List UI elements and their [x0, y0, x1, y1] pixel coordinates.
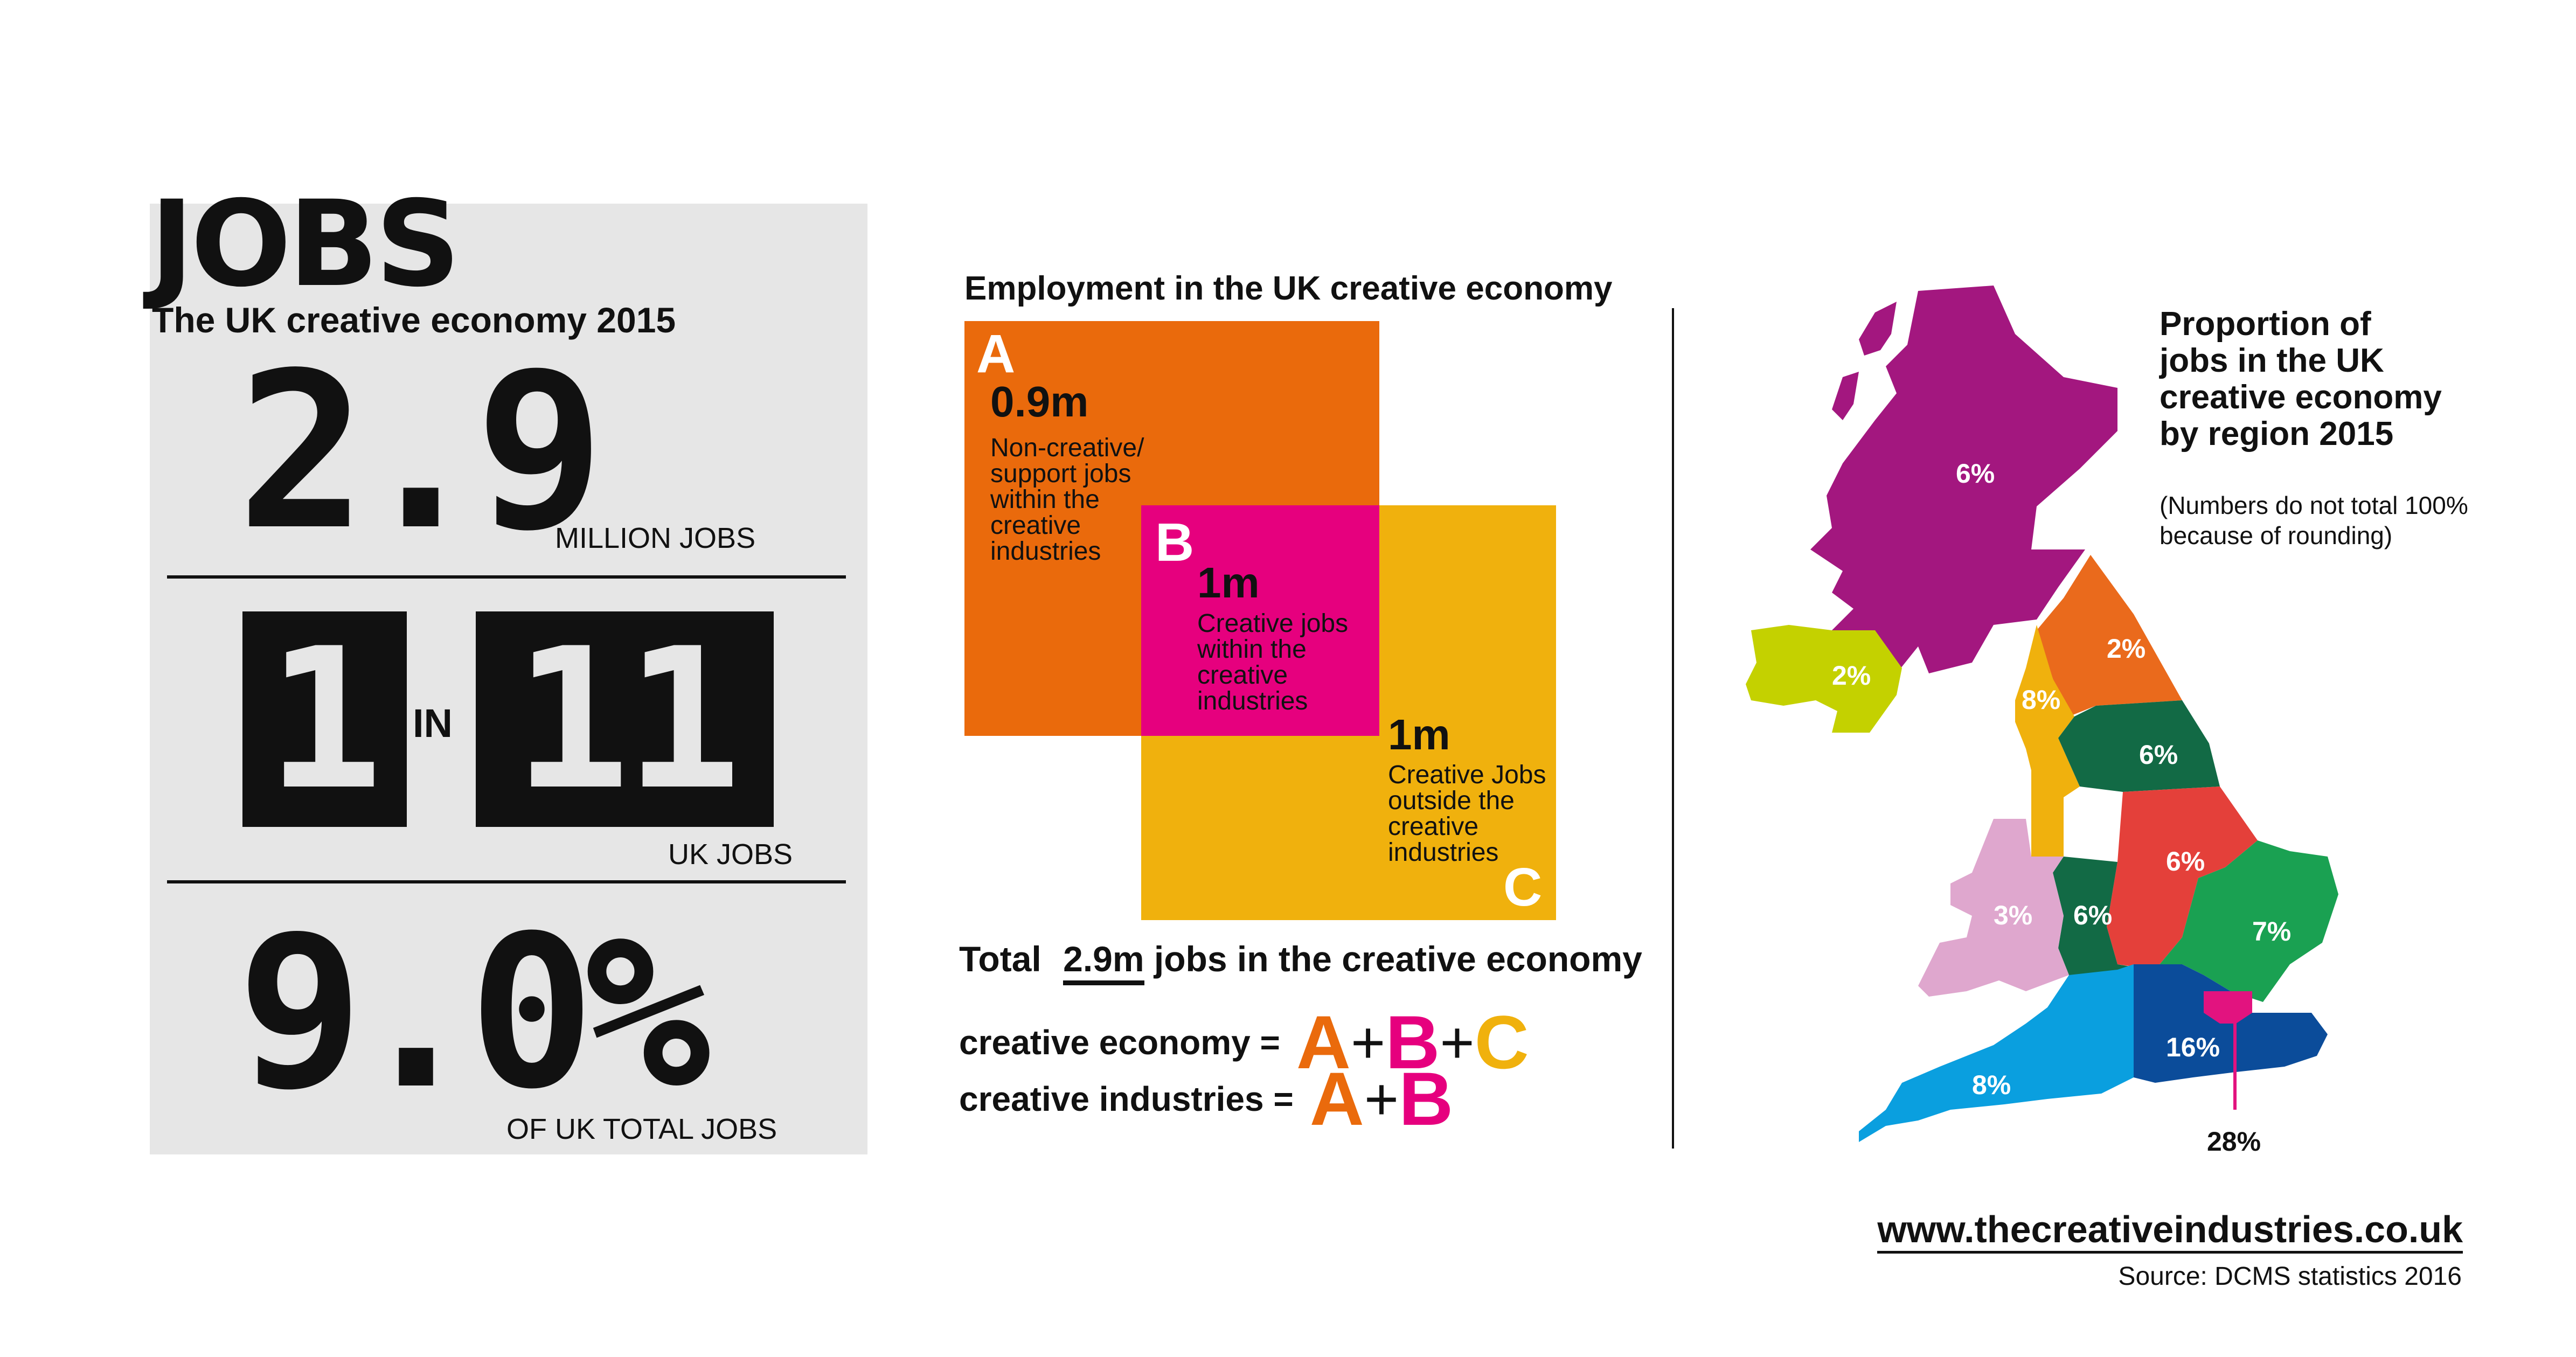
- region-scotland: [1810, 286, 2117, 673]
- label-west-midlands: 6%: [2073, 900, 2113, 930]
- plus-sign: +: [1364, 1066, 1399, 1132]
- desc-line: creative: [1388, 812, 1479, 841]
- percent-symbol: %: [584, 890, 711, 1135]
- label-east: 7%: [2252, 916, 2292, 947]
- divider: [167, 880, 846, 883]
- ratio-numerator: 1: [266, 606, 383, 832]
- uk-jobs-label: UK JOBS: [668, 838, 793, 871]
- letter-a: A: [1309, 1056, 1364, 1141]
- map-title: Proportion of jobs in the UK creative ec…: [2160, 306, 2442, 453]
- employment-heading: Employment in the UK creative economy: [964, 270, 1613, 307]
- total-jobs-label: OF UK TOTAL JOBS: [506, 1113, 777, 1145]
- label-scotland: 6%: [1956, 458, 1995, 489]
- percent-number: 9.0: [237, 890, 595, 1135]
- desc-line: industries: [990, 537, 1101, 566]
- formula-creative-economy: creative economy = A + B + C: [959, 1000, 1529, 1084]
- one-box: 1: [242, 607, 407, 832]
- region-yorkshire: [2058, 700, 2220, 792]
- box-b-description: Creative jobs within the creative indust…: [1197, 611, 1348, 714]
- desc-line: within the: [1197, 635, 1307, 664]
- total-prefix: Total: [959, 939, 1041, 979]
- note-line: because of rounding): [2160, 521, 2393, 549]
- website-link[interactable]: www.thecreativeindustries.co.uk: [1877, 1208, 2463, 1254]
- label-south-west: 8%: [1972, 1070, 2011, 1100]
- million-jobs-label: MILLION JOBS: [555, 522, 756, 554]
- divider: [167, 575, 846, 579]
- letter-a: A: [1296, 1000, 1351, 1084]
- page-subtitle: The UK creative economy 2015: [152, 300, 676, 340]
- title-line: Proportion of: [2160, 305, 2371, 343]
- box-b-overlap: [1141, 505, 1379, 736]
- box-a-value: 0.9m: [990, 378, 1089, 426]
- label-northern-ireland: 2%: [1832, 660, 1871, 691]
- box-a-letter: A: [976, 324, 1016, 384]
- ratio-denominator: 11: [513, 606, 741, 832]
- letter-b: B: [1399, 1056, 1454, 1141]
- region-wales: [1918, 819, 2069, 997]
- total-value: 2.9m: [1063, 937, 1144, 985]
- letter-c: C: [1474, 1000, 1529, 1084]
- formula-creative-industries: creative industries = A + B: [959, 1056, 1453, 1141]
- uk-region-map: [1746, 286, 2338, 1142]
- title-line: creative economy: [2160, 379, 2442, 416]
- box-a-description: Non-creative/ support jobs within the cr…: [990, 435, 1144, 565]
- percent-value: 9.0%: [237, 905, 711, 1121]
- title-line: by region 2015: [2160, 415, 2394, 453]
- label-yorkshire: 6%: [2139, 740, 2178, 770]
- desc-line: Non-creative/: [990, 434, 1144, 462]
- desc-line: creative: [1197, 661, 1288, 690]
- region-scotland-island-2: [1832, 372, 1859, 420]
- label-north-east: 2%: [2107, 634, 2146, 664]
- desc-line: outside the: [1388, 787, 1515, 815]
- title-line: jobs in the UK: [2160, 342, 2384, 379]
- label-east-midlands: 6%: [2166, 846, 2205, 876]
- region-london: [2204, 991, 2252, 1024]
- box-c-description: Creative Jobs outside the creative indus…: [1388, 762, 1546, 866]
- region-north-east: [2037, 555, 2182, 716]
- desc-line: industries: [1388, 838, 1499, 867]
- desc-line: support jobs: [990, 460, 1131, 488]
- label-wales: 3%: [1994, 900, 2033, 930]
- eleven-box: 11: [476, 607, 774, 832]
- region-east: [2155, 840, 2338, 1002]
- label-north-west: 8%: [2022, 685, 2061, 715]
- ratio-in-label: IN: [413, 701, 453, 746]
- formula-label: creative economy =: [959, 1023, 1280, 1062]
- total-suffix: jobs in the creative economy: [1154, 939, 1642, 979]
- letter-b: B: [1385, 1000, 1440, 1084]
- plus-sign: +: [1350, 1009, 1386, 1076]
- box-c-letter: C: [1503, 857, 1543, 917]
- plus-sign: +: [1440, 1009, 1475, 1076]
- desc-line: Creative jobs: [1197, 609, 1349, 638]
- label-london: 28%: [2207, 1126, 2261, 1157]
- region-scotland-islands: [1859, 302, 1897, 356]
- desc-line: within the: [990, 485, 1100, 514]
- region-east-midlands: [2107, 787, 2258, 970]
- million-jobs-value: 2.9: [237, 327, 605, 577]
- desc-line: industries: [1197, 687, 1308, 715]
- section-divider: [1672, 308, 1674, 1149]
- region-west-midlands: [2053, 857, 2150, 980]
- label-south-east: 16%: [2166, 1032, 2220, 1062]
- box-b-value: 1m: [1197, 559, 1260, 607]
- region-north-west: [2015, 625, 2080, 857]
- formula-label: creative industries =: [959, 1080, 1294, 1118]
- total-line: Total 2.9m jobs in the creative economy: [959, 937, 1642, 985]
- source-note: Source: DCMS statistics 2016: [2118, 1262, 2462, 1291]
- desc-line: Creative Jobs: [1388, 761, 1546, 789]
- map-note: (Numbers do not total 100% because of ro…: [2160, 490, 2468, 551]
- box-b-letter: B: [1155, 512, 1195, 573]
- box-c-value: 1m: [1388, 711, 1450, 758]
- region-south-west: [1859, 964, 2134, 1142]
- page-title: JOBS: [150, 175, 461, 313]
- region-northern-ireland: [1746, 625, 1902, 733]
- note-line: (Numbers do not total 100%: [2160, 491, 2468, 519]
- desc-line: creative: [990, 511, 1081, 540]
